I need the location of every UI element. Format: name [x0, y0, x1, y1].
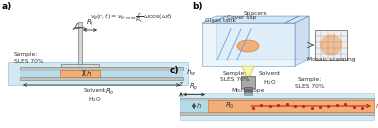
Text: Solvent
H$_2$O: Solvent H$_2$O	[84, 88, 106, 104]
Polygon shape	[295, 16, 309, 66]
Text: a): a)	[2, 2, 12, 11]
Text: $h$: $h$	[195, 102, 201, 110]
Bar	[8, 61, 188, 84]
Bar	[244, 87, 252, 95]
Polygon shape	[216, 16, 309, 59]
Bar	[20, 77, 183, 79]
Text: $v_\theta(r,t)=v_{\theta,\mathrm{max}}\dfrac{r}{R_i}\,\omega\cos(\omega t)$: $v_\theta(r,t)=v_{\theta,\mathrm{max}}\d…	[90, 11, 173, 25]
Ellipse shape	[320, 35, 342, 56]
Text: Solvent
H$_2$O: Solvent H$_2$O	[259, 71, 281, 87]
Bar	[202, 23, 295, 66]
Text: Glass tank: Glass tank	[205, 18, 236, 23]
Bar	[180, 93, 374, 120]
Text: Microscope: Microscope	[231, 88, 265, 93]
Text: b): b)	[192, 2, 203, 11]
Polygon shape	[242, 66, 254, 76]
Text: c): c)	[170, 66, 180, 75]
Text: $z$: $z$	[178, 79, 184, 88]
Text: $r$: $r$	[375, 102, 378, 110]
Text: Sample:
SLES 70%: Sample: SLES 70%	[295, 77, 325, 88]
Text: $h_w$: $h_w$	[186, 68, 197, 78]
Text: Cover slip: Cover slip	[227, 15, 257, 20]
Text: Sample:
SLES 70%: Sample: SLES 70%	[14, 52, 43, 64]
Text: $R_p$: $R_p$	[189, 82, 199, 93]
Text: $R_o$: $R_o$	[105, 87, 114, 97]
Text: Spacers: Spacers	[243, 11, 267, 16]
Ellipse shape	[237, 40, 259, 52]
Text: $h$: $h$	[86, 68, 92, 77]
Text: $R_0$: $R_0$	[225, 101, 235, 111]
Bar	[60, 70, 100, 77]
Bar	[20, 67, 183, 70]
Text: Sample:
SLES 70%: Sample: SLES 70%	[220, 71, 250, 82]
Text: $R_i$: $R_i$	[86, 18, 94, 29]
Bar	[208, 100, 374, 112]
Bar	[100, 70, 183, 77]
Bar	[315, 30, 347, 60]
Bar	[241, 76, 255, 88]
Bar	[61, 63, 99, 67]
Text: Mosaic scanning: Mosaic scanning	[307, 57, 355, 62]
Bar	[78, 22, 82, 67]
Polygon shape	[202, 16, 309, 23]
Bar	[20, 70, 60, 77]
Bar	[180, 98, 374, 100]
Bar	[180, 112, 374, 115]
Bar	[315, 30, 347, 60]
Bar	[180, 100, 208, 112]
